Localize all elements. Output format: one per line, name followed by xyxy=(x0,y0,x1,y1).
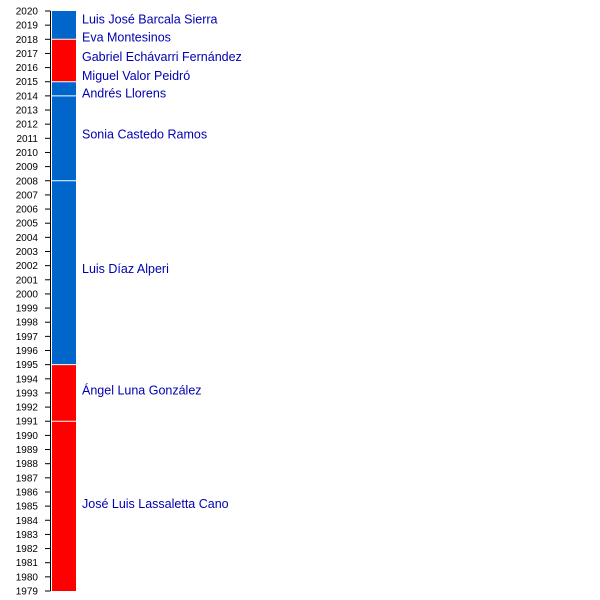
y-tick-label: 2013 xyxy=(16,106,39,117)
y-tick-label: 1985 xyxy=(16,502,39,513)
segment-bar xyxy=(52,11,76,40)
y-tick-label: 2004 xyxy=(16,233,39,244)
y-tick-label: 1981 xyxy=(16,558,39,569)
mayor-label: Miguel Valor Peidró xyxy=(82,69,190,83)
y-tick-label: 1980 xyxy=(16,572,39,583)
y-tick-label: 2010 xyxy=(16,148,39,159)
y-tick-label: 2019 xyxy=(16,21,39,32)
y-tick-label: 2003 xyxy=(16,247,39,258)
y-tick-label: 2005 xyxy=(16,219,39,230)
y-tick-label: 1984 xyxy=(16,516,39,527)
y-tick-label: 2017 xyxy=(16,49,39,60)
y-tick-label: 2006 xyxy=(16,205,39,216)
mayor-label: Ángel Luna González xyxy=(82,383,202,398)
y-tick-label: 1991 xyxy=(16,417,39,428)
y-tick-label: 1992 xyxy=(16,403,39,414)
y-tick-label: 1996 xyxy=(16,346,39,357)
y-tick-label: 2011 xyxy=(16,134,38,145)
y-tick-label: 1987 xyxy=(16,473,39,484)
mayor-label: Luis José Barcala Sierra xyxy=(82,12,218,26)
mayor-label: Eva Montesinos xyxy=(82,31,171,45)
y-tick-label: 2001 xyxy=(16,275,39,286)
y-tick-label: 2020 xyxy=(16,7,39,18)
mayor-label: Luis Díaz Alperi xyxy=(82,262,169,276)
y-tick-label: 2015 xyxy=(16,77,39,88)
y-tick-label: 2018 xyxy=(16,35,39,46)
mayor-label: Sonia Castedo Ramos xyxy=(82,128,207,142)
mayor-label: José Luis Lassaletta Cano xyxy=(82,497,229,511)
y-tick-label: 2000 xyxy=(16,289,39,300)
y-tick-label: 2016 xyxy=(16,63,39,74)
y-tick-label: 2002 xyxy=(16,261,39,272)
mayor-label: Gabriel Echávarri Fernández xyxy=(82,50,242,64)
y-tick-label: 1982 xyxy=(16,544,39,555)
segment-bar xyxy=(52,421,76,591)
y-tick-label: 1986 xyxy=(16,487,39,498)
segment-bar xyxy=(52,81,76,96)
y-tick-label: 1995 xyxy=(16,360,39,371)
mayor-label: Andrés Llorens xyxy=(82,87,166,101)
y-tick-label: 1999 xyxy=(16,304,39,315)
y-tick-label: 2012 xyxy=(16,120,39,131)
segment-bar xyxy=(52,95,76,181)
y-tick-label: 2008 xyxy=(16,176,39,187)
y-tick-label: 1979 xyxy=(16,587,39,598)
y-tick-label: 1993 xyxy=(16,388,39,399)
y-tick-label: 1988 xyxy=(16,459,39,470)
y-tick-label: 1989 xyxy=(16,445,39,456)
y-tick-label: 1990 xyxy=(16,431,39,442)
y-tick-label: 1997 xyxy=(16,332,39,343)
segment-bar xyxy=(52,364,76,422)
y-tick-label: 2014 xyxy=(16,91,39,102)
segment-bar xyxy=(52,39,76,82)
segment-bar xyxy=(52,180,76,365)
y-tick-label: 1983 xyxy=(16,530,39,541)
y-tick-label: 2009 xyxy=(16,162,39,173)
y-tick-label: 2007 xyxy=(16,190,39,201)
y-tick-label: 1998 xyxy=(16,318,39,329)
y-tick-label: 1994 xyxy=(16,374,39,385)
